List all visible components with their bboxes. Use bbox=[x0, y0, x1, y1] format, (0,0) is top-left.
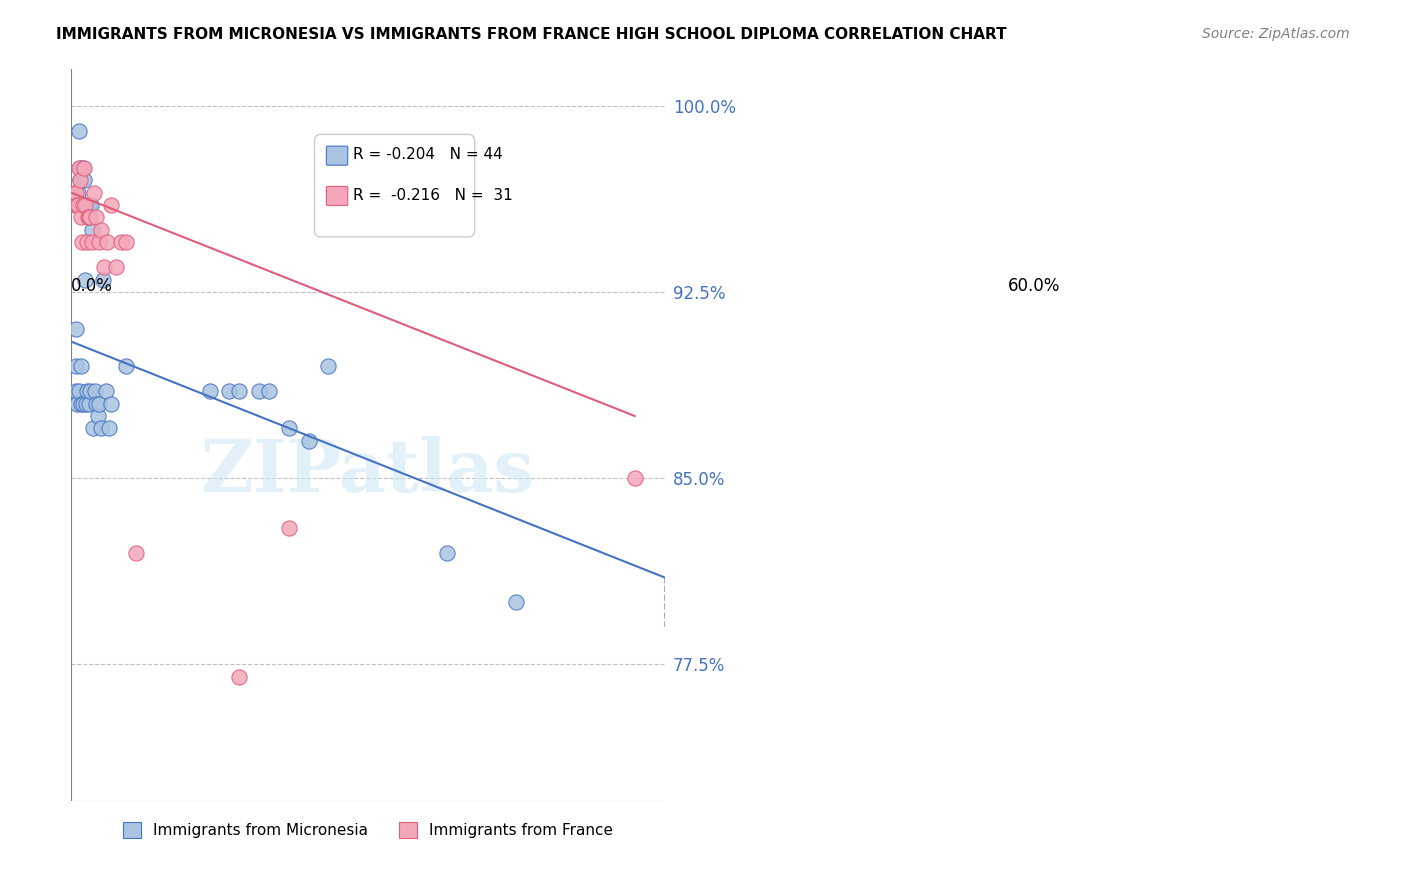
Text: Source: ZipAtlas.com: Source: ZipAtlas.com bbox=[1202, 27, 1350, 41]
Text: R = -0.204   N = 44: R = -0.204 N = 44 bbox=[353, 147, 503, 162]
Point bbox=[83, 186, 105, 200]
Point bbox=[93, 260, 115, 274]
Point bbox=[70, 235, 93, 250]
Point bbox=[318, 359, 340, 374]
Point bbox=[75, 397, 97, 411]
Point bbox=[80, 198, 103, 212]
Point bbox=[79, 384, 101, 399]
Point bbox=[100, 397, 122, 411]
Point bbox=[84, 384, 107, 399]
Point bbox=[84, 211, 107, 225]
Point bbox=[277, 521, 299, 535]
Point bbox=[110, 235, 132, 250]
Text: IMMIGRANTS FROM MICRONESIA VS IMMIGRANTS FROM FRANCE HIGH SCHOOL DIPLOMA CORRELA: IMMIGRANTS FROM MICRONESIA VS IMMIGRANTS… bbox=[56, 27, 1007, 42]
Point bbox=[75, 272, 97, 286]
Text: 60.0%: 60.0% bbox=[1008, 277, 1060, 295]
Point bbox=[65, 359, 87, 374]
Point bbox=[79, 211, 101, 225]
Point bbox=[77, 211, 100, 225]
Point bbox=[67, 186, 90, 200]
Point bbox=[90, 421, 112, 435]
Point bbox=[436, 546, 458, 560]
Point bbox=[218, 384, 240, 399]
Point bbox=[90, 223, 112, 237]
Point bbox=[87, 235, 110, 250]
Point bbox=[72, 397, 94, 411]
Point bbox=[94, 384, 117, 399]
Point bbox=[76, 235, 98, 250]
Point bbox=[65, 186, 87, 200]
Point bbox=[114, 359, 136, 374]
Point bbox=[67, 198, 90, 212]
Point bbox=[198, 384, 221, 399]
Point bbox=[87, 397, 110, 411]
Point bbox=[67, 198, 90, 212]
Point bbox=[73, 161, 96, 175]
Text: 0.0%: 0.0% bbox=[72, 277, 112, 295]
Point bbox=[66, 397, 89, 411]
Point bbox=[97, 421, 120, 435]
FancyBboxPatch shape bbox=[315, 135, 475, 237]
Point bbox=[228, 670, 250, 684]
Point bbox=[72, 161, 94, 175]
Point bbox=[100, 198, 122, 212]
Point bbox=[96, 235, 118, 250]
Text: R =  -0.216   N =  31: R = -0.216 N = 31 bbox=[353, 188, 513, 203]
Point bbox=[67, 123, 90, 137]
Point bbox=[69, 161, 91, 175]
Point bbox=[69, 173, 91, 187]
Point bbox=[63, 186, 86, 200]
Text: ZIPatlas: ZIPatlas bbox=[201, 436, 534, 507]
Point bbox=[277, 421, 299, 435]
Point bbox=[82, 421, 104, 435]
Point bbox=[80, 223, 103, 237]
Point bbox=[77, 198, 100, 212]
Point bbox=[80, 235, 103, 250]
Point bbox=[77, 211, 100, 225]
Point bbox=[72, 198, 94, 212]
Point bbox=[75, 198, 97, 212]
Point bbox=[66, 198, 89, 212]
Point bbox=[70, 397, 93, 411]
Point bbox=[70, 359, 93, 374]
Point bbox=[247, 384, 270, 399]
Point bbox=[124, 546, 146, 560]
Point bbox=[77, 397, 100, 411]
Point bbox=[228, 384, 250, 399]
Point bbox=[65, 322, 87, 336]
Point bbox=[257, 384, 280, 399]
Point bbox=[297, 434, 319, 448]
Point bbox=[87, 409, 110, 423]
Point bbox=[67, 161, 90, 175]
Point bbox=[63, 198, 86, 212]
Point bbox=[624, 471, 647, 485]
Point bbox=[69, 173, 91, 187]
Point bbox=[67, 384, 90, 399]
Point bbox=[65, 384, 87, 399]
FancyBboxPatch shape bbox=[326, 146, 347, 165]
Point bbox=[84, 397, 107, 411]
Legend: Immigrants from Micronesia, Immigrants from France: Immigrants from Micronesia, Immigrants f… bbox=[117, 816, 620, 845]
Point bbox=[114, 235, 136, 250]
Point bbox=[91, 272, 114, 286]
Point bbox=[104, 260, 127, 274]
FancyBboxPatch shape bbox=[326, 186, 347, 205]
Point bbox=[76, 384, 98, 399]
Point bbox=[505, 595, 527, 609]
Point bbox=[73, 173, 96, 187]
Point bbox=[70, 211, 93, 225]
